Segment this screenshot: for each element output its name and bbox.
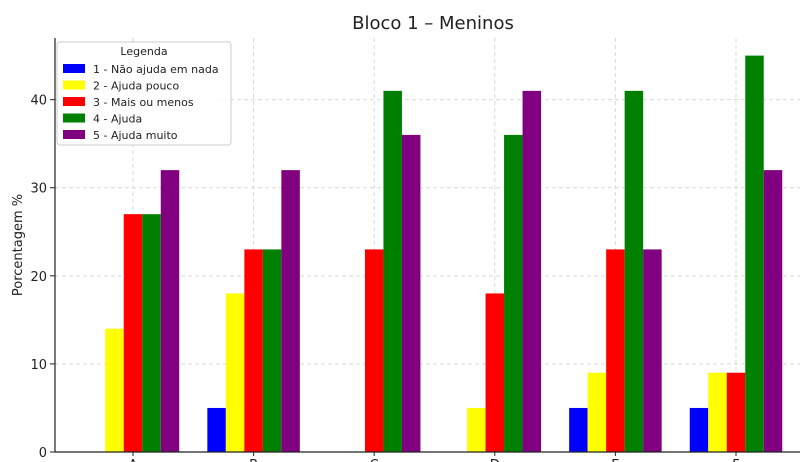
bar-F-series-4 [745, 55, 764, 453]
bar-D-series-5 [522, 90, 542, 452]
x-tick-label-E: E [611, 458, 619, 462]
legend: Legenda 1 - Não ajuda em nada 2 - Ajuda po… [56, 41, 232, 146]
bar-D-series-4 [504, 134, 523, 452]
y-tick-label-0: 0 [39, 446, 47, 461]
y-axis-label: Porcentagem % [11, 194, 26, 296]
bar-C-series-5 [401, 134, 421, 452]
x-tick-label-F: F [732, 458, 739, 462]
legend-title: Legenda [120, 45, 167, 58]
legend-swatch-1 [63, 64, 85, 73]
legend-label-3: 3 - Mais ou menos [93, 96, 194, 109]
bar-F-series-1 [689, 407, 709, 452]
bar-D-series-3 [485, 293, 505, 452]
bar-C-series-4 [383, 90, 402, 452]
bar-A-series-5 [160, 170, 180, 452]
bar-E-series-5 [643, 249, 662, 452]
legend-swatch-4 [63, 113, 85, 123]
bar-F-series-3 [726, 372, 746, 452]
x-tick-label-D: D [490, 458, 500, 462]
axes [54, 38, 800, 453]
bar-A-series-4 [142, 214, 161, 452]
legend-swatch-2 [63, 80, 85, 90]
bar-B-series-3 [244, 249, 263, 452]
bar-F-series-5 [763, 170, 783, 452]
legend-label-4: 4 - Ajuda [93, 113, 142, 126]
bar-E-series-1 [569, 407, 588, 452]
y-tick-label-20: 20 [30, 270, 47, 285]
chart-title: Bloco 1 – Meninos [352, 13, 514, 34]
bar-A-series-2 [105, 328, 124, 452]
y-tick-label-40: 40 [30, 94, 47, 109]
bar-E-series-3 [606, 249, 625, 452]
legend-frame [56, 41, 232, 146]
bar-E-series-2 [587, 372, 607, 452]
bar-F-series-2 [708, 372, 727, 452]
x-ticks: A B C D E F [129, 452, 740, 462]
legend-label-2: 2 - Ajuda pouco [93, 80, 179, 93]
bars-group [105, 55, 783, 453]
bar-D-series-2 [467, 407, 486, 452]
bar-C-series-3 [364, 249, 384, 452]
x-tick-label-B: B [249, 458, 258, 462]
x-tick-label-A: A [129, 458, 138, 462]
legend-swatch-3 [63, 97, 85, 106]
legend-label-5: 5 - Ajuda muito [93, 129, 178, 142]
y-tick-label-10: 10 [30, 358, 47, 373]
bar-B-series-5 [281, 170, 300, 452]
bar-A-series-3 [123, 214, 143, 452]
bar-E-series-4 [624, 90, 644, 452]
legend-label-1: 1 - Não ajuda em nada [93, 63, 219, 76]
legend-swatch-5 [63, 130, 85, 139]
y-tick-label-30: 30 [30, 182, 47, 197]
bar-B-series-1 [207, 407, 226, 452]
bar-B-series-4 [262, 249, 282, 452]
bar-B-series-2 [225, 293, 245, 452]
x-tick-label-C: C [370, 458, 379, 462]
y-ticks: 0 10 20 30 40 [30, 94, 55, 461]
